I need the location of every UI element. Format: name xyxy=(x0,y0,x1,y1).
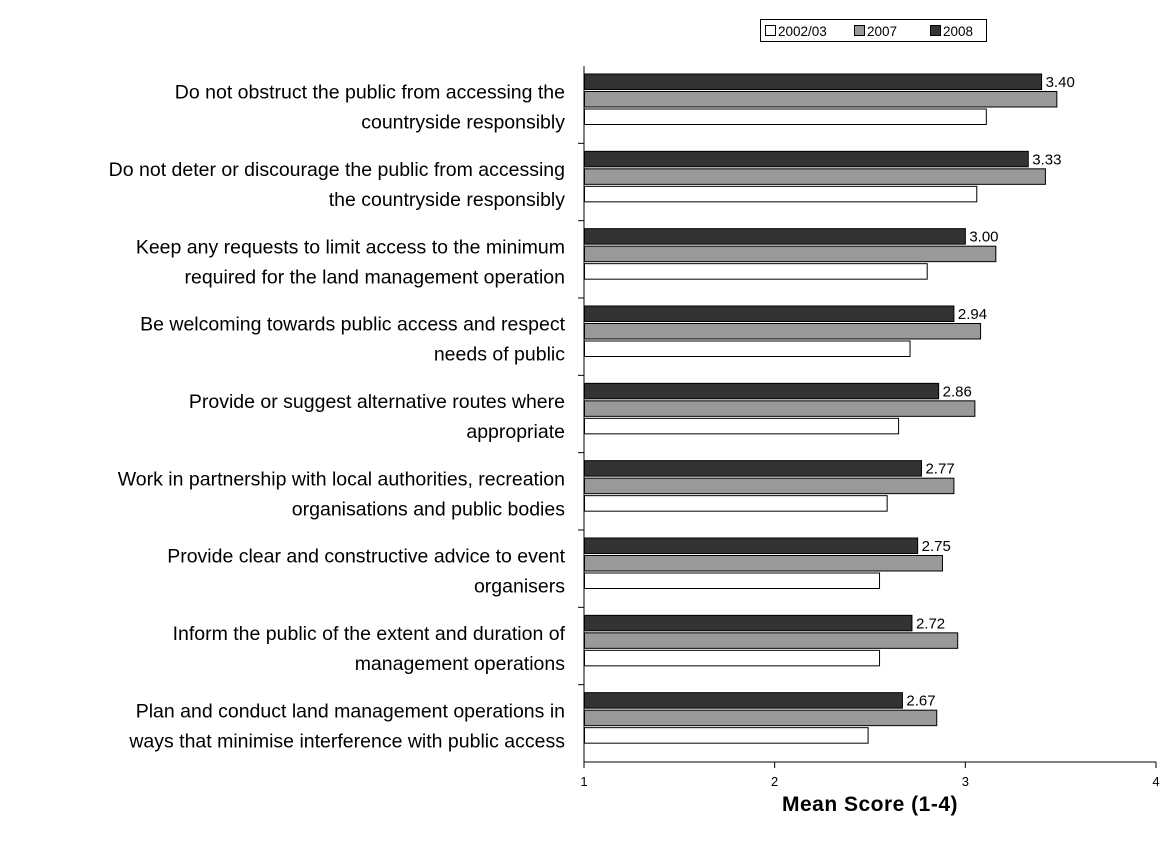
category-label: management operations xyxy=(355,653,566,675)
x-tick-label: 1 xyxy=(580,774,587,789)
bar-2002-03-8 xyxy=(584,727,869,744)
bar-2008-5 xyxy=(584,460,922,477)
category-label: countryside responsibly xyxy=(361,112,565,134)
bar-2008-4 xyxy=(584,382,940,400)
data-label: 2.94 xyxy=(958,306,987,323)
category-label: needs of public xyxy=(434,344,565,366)
category-label: Be welcoming towards public access and r… xyxy=(140,314,565,336)
bar-2007-3 xyxy=(584,323,982,340)
bar-2002-03-5 xyxy=(584,495,888,512)
bar-2002-03-7 xyxy=(584,649,881,667)
category-label: Inform the public of the extent and dura… xyxy=(173,623,566,645)
x-tick-label: 4 xyxy=(1152,774,1159,789)
data-label: 2.72 xyxy=(916,615,945,632)
category-label: Provide or suggest alternative routes wh… xyxy=(189,391,565,413)
category-label: Do not deter or discourage the public fr… xyxy=(109,159,565,181)
bar-2007-1 xyxy=(584,168,1046,185)
legend-swatch-2008 xyxy=(930,25,941,36)
x-tick-label: 3 xyxy=(962,774,969,789)
bar-2002-03-3 xyxy=(584,340,911,357)
bar-2002-03-1 xyxy=(584,185,978,203)
data-label: 2.86 xyxy=(943,383,972,400)
data-label: 3.33 xyxy=(1032,151,1061,168)
legend-swatch-2007 xyxy=(854,25,865,36)
bar-2007-7 xyxy=(584,632,959,649)
x-axis-title: Mean Score (1-4) xyxy=(782,793,958,816)
bar-2008-0 xyxy=(584,73,1043,90)
category-label: appropriate xyxy=(466,421,565,443)
legend-label: 2007 xyxy=(867,24,897,39)
bar-2002-03-2 xyxy=(584,263,928,280)
bar-2007-8 xyxy=(584,709,938,727)
bar-2008-8 xyxy=(584,692,903,709)
category-label: Work in partnership with local authoriti… xyxy=(118,468,565,490)
data-label: 2.67 xyxy=(906,693,935,710)
legend-label: 2008 xyxy=(943,24,973,39)
data-label: 2.75 xyxy=(922,538,951,555)
x-tick-label: 2 xyxy=(771,774,778,789)
bar-2007-0 xyxy=(584,91,1058,108)
bar-2008-6 xyxy=(584,537,919,554)
category-label: Keep any requests to limit access to the… xyxy=(136,236,565,258)
bar-2007-4 xyxy=(584,400,976,417)
legend-label: 2002/03 xyxy=(778,24,827,39)
category-label: Provide clear and constructive advice to… xyxy=(167,546,565,568)
category-label: ways that minimise interference with pub… xyxy=(128,730,565,752)
category-label: Plan and conduct land management operati… xyxy=(136,700,565,722)
legend-swatch-2002-03 xyxy=(765,25,776,36)
bar-2007-2 xyxy=(584,245,997,263)
bar-2008-3 xyxy=(584,305,955,322)
bar-2008-2 xyxy=(584,228,966,245)
bar-2002-03-6 xyxy=(584,572,881,589)
bar-2002-03-0 xyxy=(584,108,987,125)
category-label: organisers xyxy=(474,576,565,598)
data-label: 2.77 xyxy=(925,461,954,478)
category-label: Do not obstruct the public from accessin… xyxy=(175,82,565,104)
data-label: 3.00 xyxy=(969,229,998,246)
category-label: required for the land management operati… xyxy=(185,266,566,288)
category-label: organisations and public bodies xyxy=(292,498,565,520)
bar-2007-6 xyxy=(584,555,943,572)
data-label: 3.40 xyxy=(1046,74,1075,91)
bar-2008-1 xyxy=(584,150,1029,168)
category-label: the countryside responsibly xyxy=(329,189,566,211)
bar-2008-7 xyxy=(584,614,913,632)
bar-2002-03-4 xyxy=(584,417,900,435)
bar-2007-5 xyxy=(584,477,955,495)
